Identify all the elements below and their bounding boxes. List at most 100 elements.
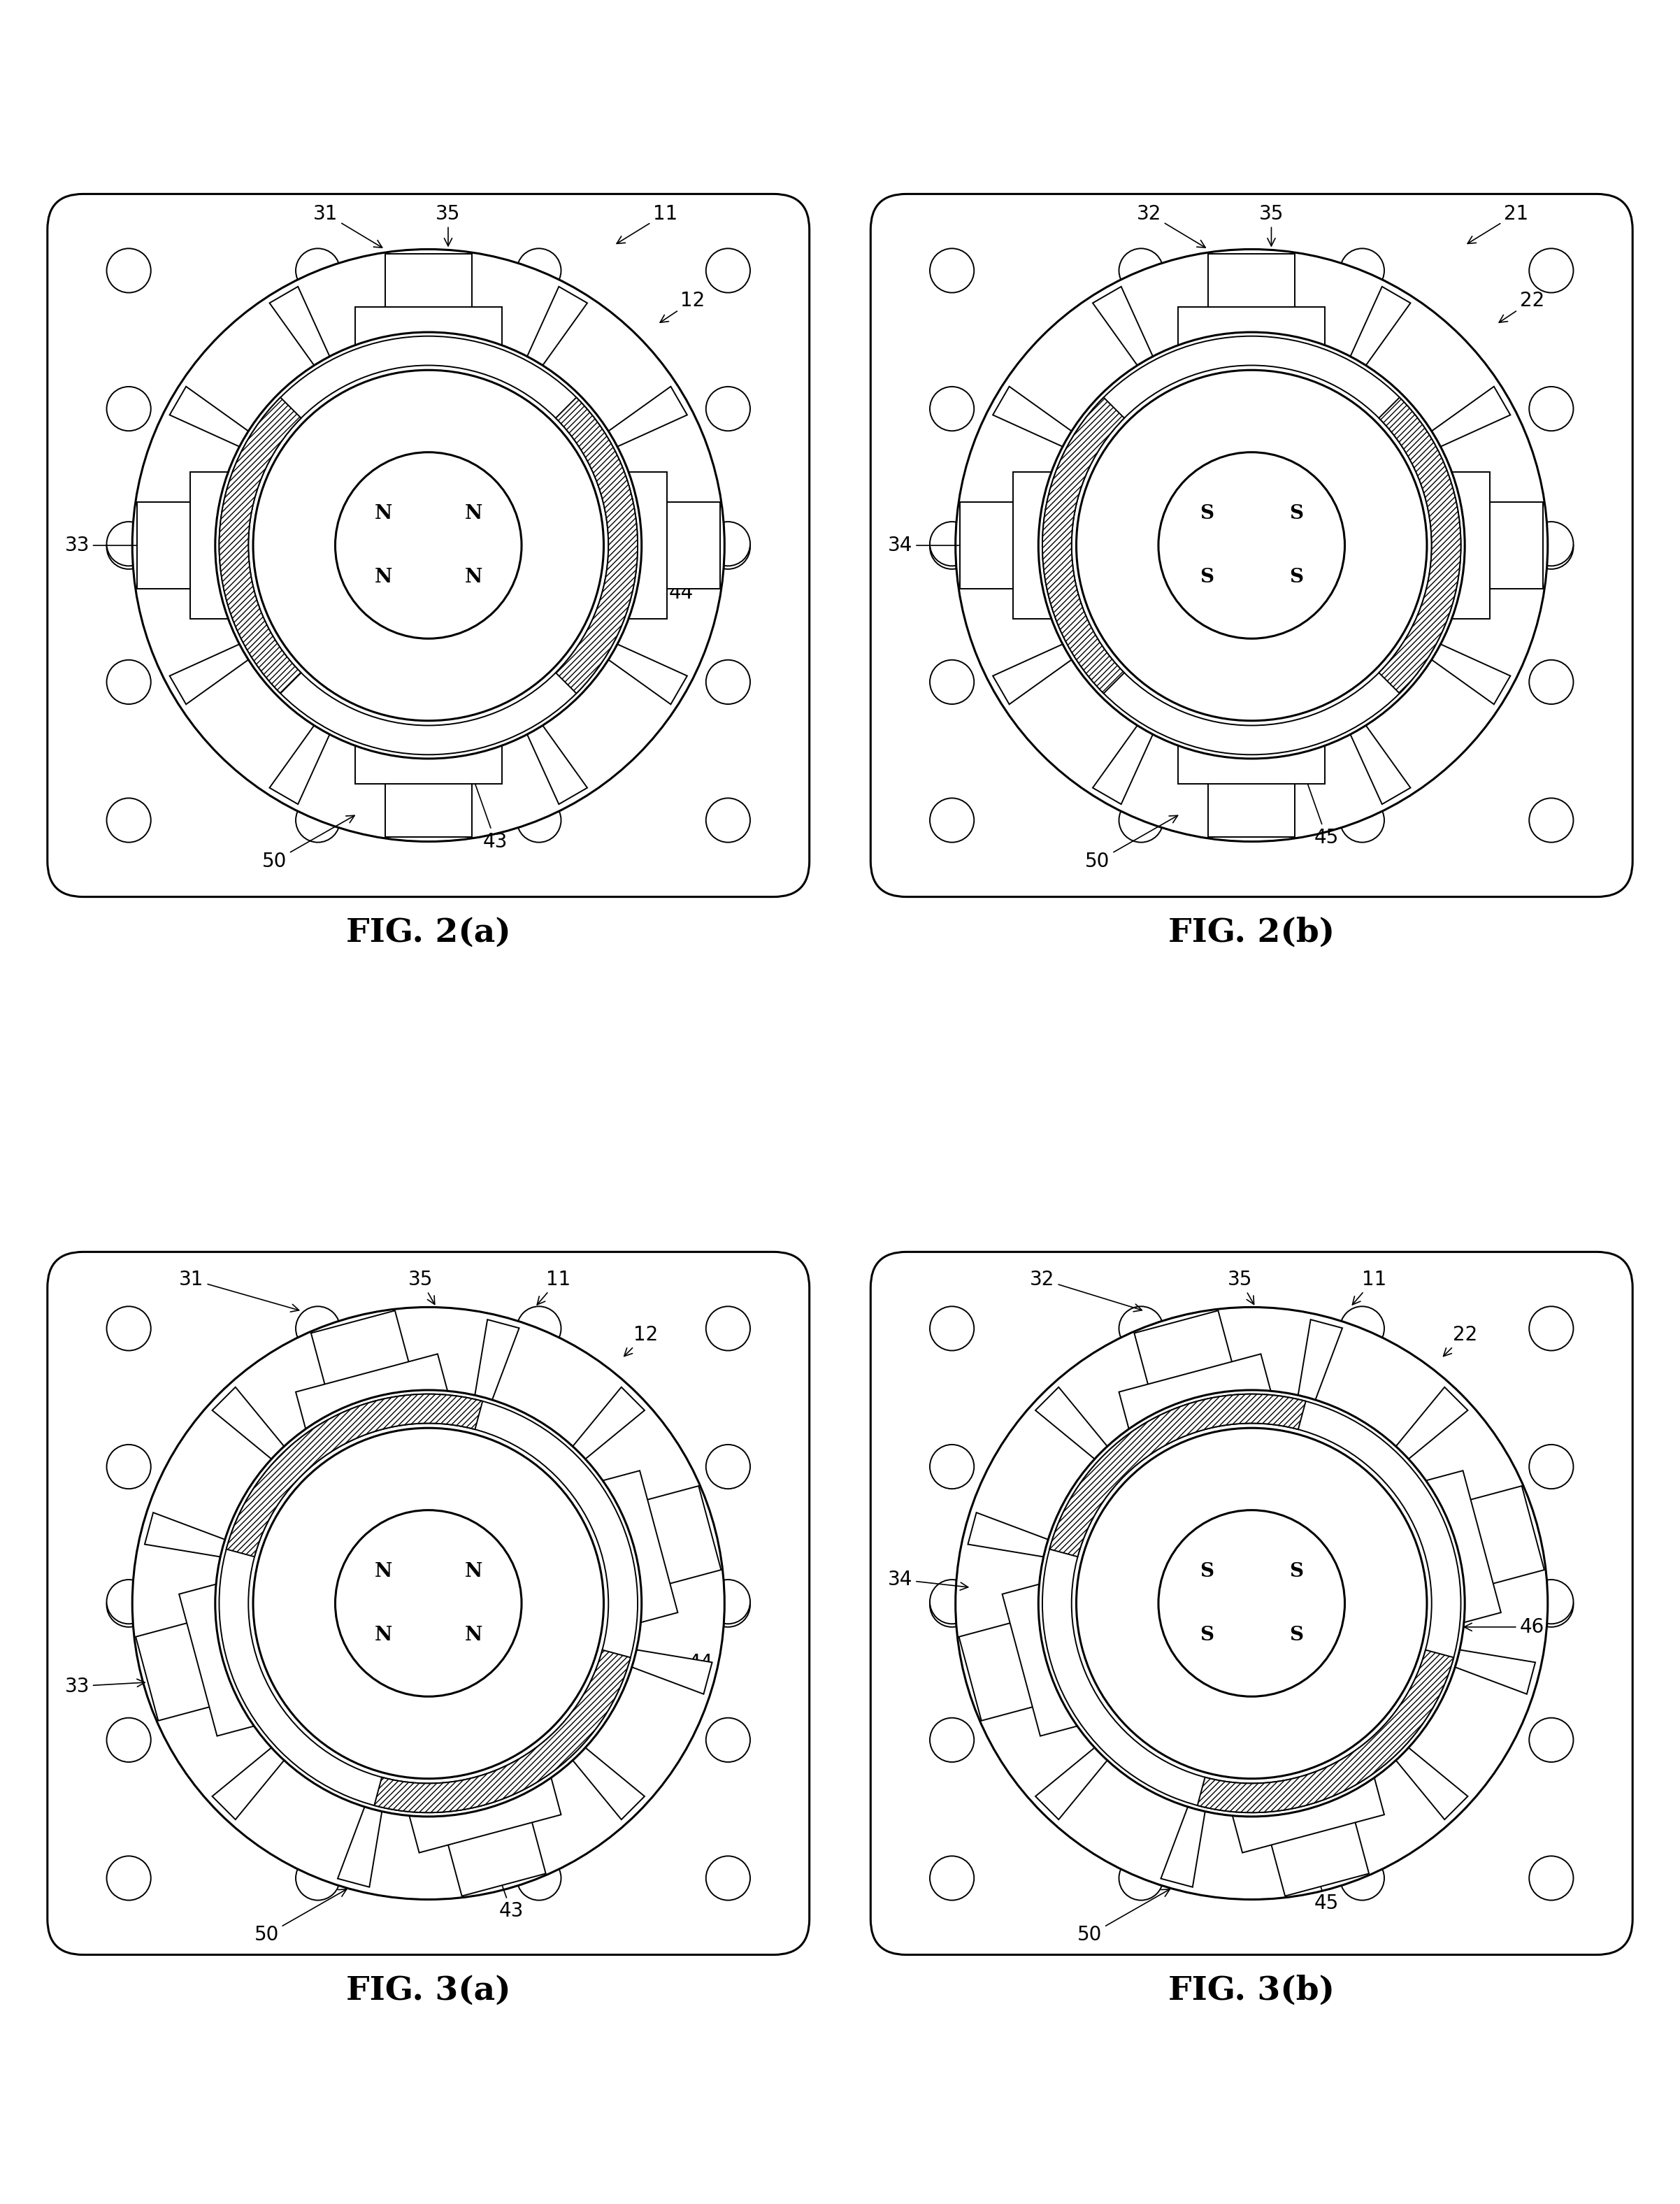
Polygon shape xyxy=(993,644,1072,705)
Circle shape xyxy=(1529,1307,1574,1351)
Text: 35: 35 xyxy=(408,1270,435,1305)
Text: FIG. 3(b): FIG. 3(b) xyxy=(1168,1975,1336,2006)
Polygon shape xyxy=(632,1512,712,1556)
Circle shape xyxy=(133,1307,724,1900)
Text: 35: 35 xyxy=(1228,1270,1253,1305)
Polygon shape xyxy=(144,1651,225,1695)
Wedge shape xyxy=(1198,1651,1453,1812)
Polygon shape xyxy=(600,1470,677,1622)
Text: S: S xyxy=(1200,1624,1213,1644)
Polygon shape xyxy=(311,1311,420,1424)
Polygon shape xyxy=(968,1512,1048,1556)
Polygon shape xyxy=(1455,1512,1536,1556)
Polygon shape xyxy=(338,1807,381,1887)
Polygon shape xyxy=(1208,743,1295,838)
Circle shape xyxy=(106,1856,151,1900)
Polygon shape xyxy=(1092,287,1152,366)
Circle shape xyxy=(1119,1307,1163,1351)
Polygon shape xyxy=(968,1651,1048,1695)
Polygon shape xyxy=(608,1485,721,1593)
Circle shape xyxy=(1529,525,1574,569)
Circle shape xyxy=(929,1444,974,1490)
Text: 32: 32 xyxy=(1030,1270,1142,1311)
Circle shape xyxy=(1529,386,1574,432)
Polygon shape xyxy=(1431,386,1510,447)
Circle shape xyxy=(336,452,521,639)
Text: S: S xyxy=(1200,505,1213,522)
Text: 43: 43 xyxy=(472,778,507,851)
Polygon shape xyxy=(1448,503,1542,588)
Circle shape xyxy=(336,1510,521,1697)
Wedge shape xyxy=(1379,397,1462,694)
Polygon shape xyxy=(1448,472,1490,619)
Wedge shape xyxy=(227,1395,482,1556)
Polygon shape xyxy=(170,386,249,447)
Text: S: S xyxy=(1290,1624,1304,1644)
Circle shape xyxy=(106,386,151,432)
Circle shape xyxy=(106,1582,151,1627)
Circle shape xyxy=(706,1856,751,1900)
FancyBboxPatch shape xyxy=(47,1252,810,1955)
Circle shape xyxy=(296,798,339,842)
Polygon shape xyxy=(959,1613,1072,1721)
Polygon shape xyxy=(1178,306,1326,348)
Text: N: N xyxy=(375,1624,391,1644)
Polygon shape xyxy=(608,386,687,447)
Polygon shape xyxy=(1431,644,1510,705)
Polygon shape xyxy=(1235,256,1268,333)
Polygon shape xyxy=(385,743,472,838)
Polygon shape xyxy=(961,503,1055,588)
Circle shape xyxy=(706,249,751,293)
Text: 34: 34 xyxy=(887,536,968,555)
Circle shape xyxy=(254,1428,603,1779)
Polygon shape xyxy=(1235,758,1268,835)
Polygon shape xyxy=(1396,1386,1468,1459)
Circle shape xyxy=(1077,370,1426,721)
Circle shape xyxy=(296,1307,339,1351)
Polygon shape xyxy=(170,644,249,705)
Wedge shape xyxy=(1042,397,1124,694)
Circle shape xyxy=(1159,1510,1344,1697)
Text: 50: 50 xyxy=(1085,815,1178,871)
Text: 44: 44 xyxy=(633,1653,712,1673)
Circle shape xyxy=(296,1856,339,1900)
Polygon shape xyxy=(1423,1470,1500,1622)
Circle shape xyxy=(929,386,974,432)
Circle shape xyxy=(1529,659,1574,703)
Text: 12: 12 xyxy=(625,1325,659,1355)
Text: 33: 33 xyxy=(64,536,144,555)
Text: N: N xyxy=(465,566,482,586)
Polygon shape xyxy=(1465,529,1541,562)
Polygon shape xyxy=(573,1386,645,1459)
Circle shape xyxy=(106,525,151,569)
Circle shape xyxy=(106,249,151,293)
Polygon shape xyxy=(1351,725,1411,804)
Circle shape xyxy=(1529,798,1574,842)
Circle shape xyxy=(706,1444,751,1490)
Text: S: S xyxy=(1200,566,1213,586)
Polygon shape xyxy=(1299,1320,1342,1400)
Polygon shape xyxy=(269,287,329,366)
Polygon shape xyxy=(212,1386,284,1459)
Polygon shape xyxy=(269,725,329,804)
Circle shape xyxy=(706,525,751,569)
Text: FIG. 3(a): FIG. 3(a) xyxy=(346,1975,511,2006)
Text: N: N xyxy=(375,566,391,586)
Text: 35: 35 xyxy=(1258,205,1284,247)
Text: 31: 31 xyxy=(180,1270,299,1311)
Wedge shape xyxy=(218,1395,638,1812)
Polygon shape xyxy=(1299,1807,1342,1887)
Polygon shape xyxy=(475,1807,519,1887)
Wedge shape xyxy=(375,1651,630,1812)
Wedge shape xyxy=(1050,1395,1305,1556)
Circle shape xyxy=(929,1580,974,1624)
Text: 35: 35 xyxy=(435,205,460,247)
Circle shape xyxy=(1529,1582,1574,1627)
Circle shape xyxy=(1529,1444,1574,1490)
Circle shape xyxy=(929,249,974,293)
Polygon shape xyxy=(139,529,215,562)
Circle shape xyxy=(106,522,151,566)
Polygon shape xyxy=(144,1512,225,1556)
Polygon shape xyxy=(138,503,232,588)
Text: FIG. 2(b): FIG. 2(b) xyxy=(1168,917,1336,948)
